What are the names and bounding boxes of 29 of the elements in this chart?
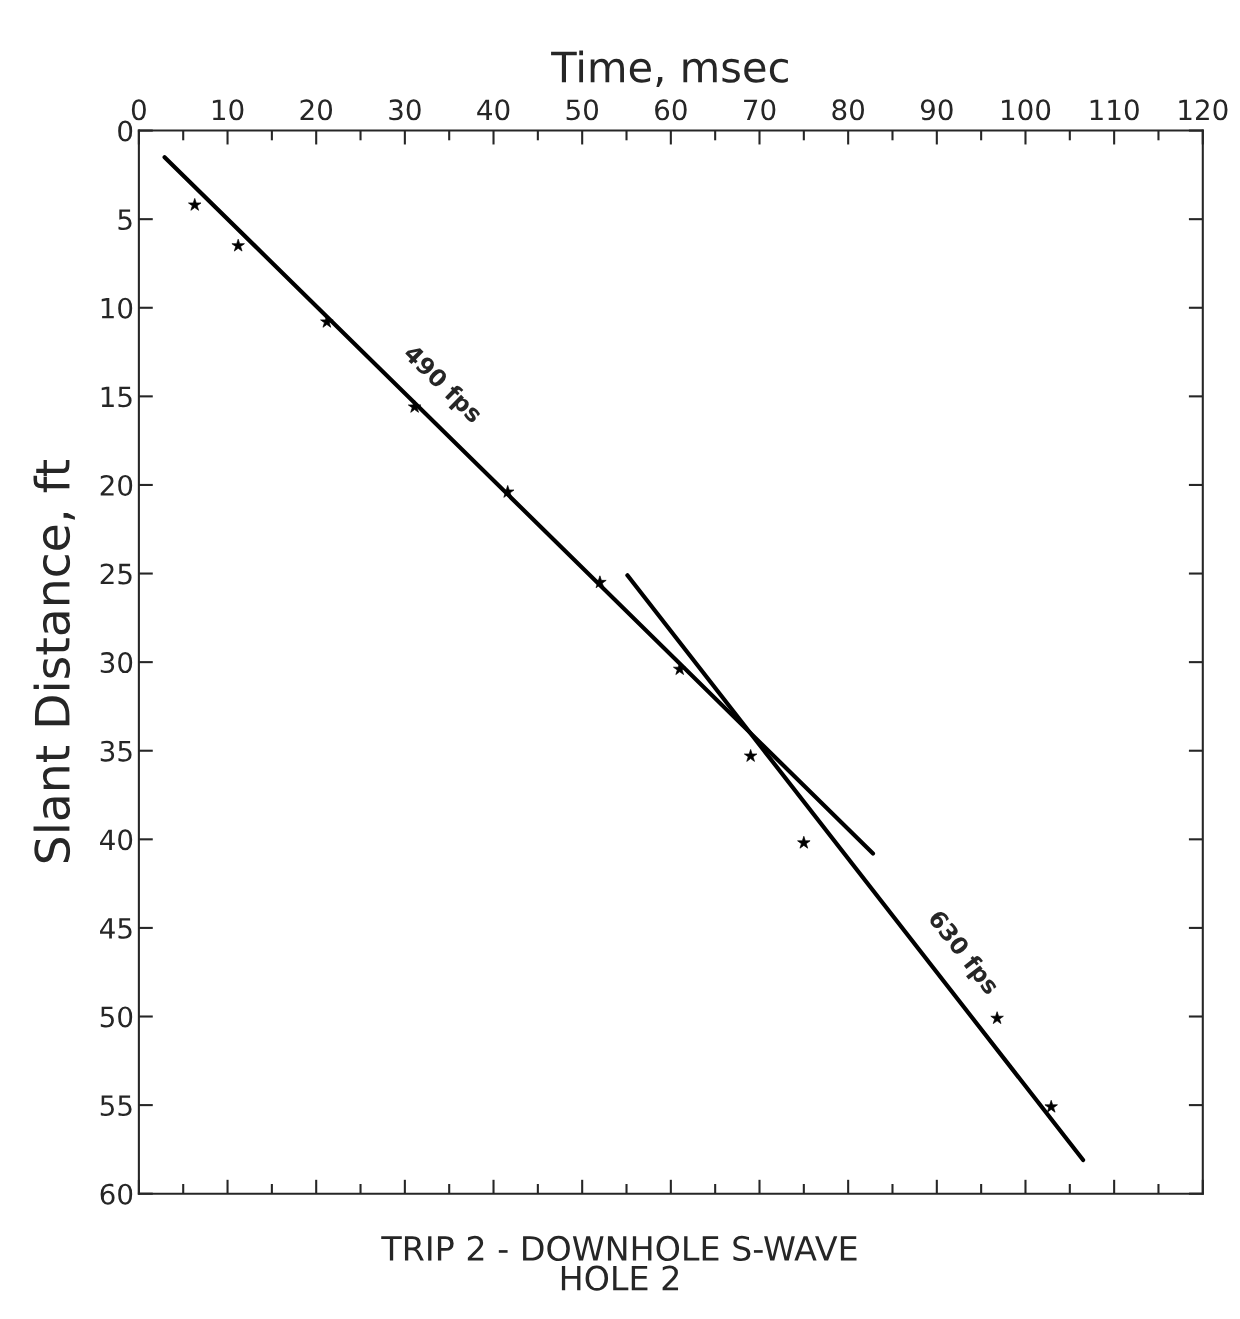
y-tick-label: 60 [100, 1183, 133, 1205]
x-tick-label: 40 [477, 99, 510, 121]
x-tick-label: 10 [212, 99, 244, 121]
y-tick-label: 5 [118, 209, 132, 231]
text: TRIP 2 - DOWNHOLE S-WAVE HOLE 2 [381, 1235, 857, 1291]
y-tick-label: 15 [101, 386, 132, 408]
y-tick-label: 30 [100, 652, 133, 674]
y-tick-label: 10 [101, 297, 133, 319]
y-axis-title: Slant Distance, ft [33, 460, 75, 863]
y-tick-label: 0 [118, 120, 133, 142]
x-tick-label: 50 [566, 99, 599, 121]
annotation: 490 fps [399, 343, 485, 427]
y-tick-label: 55 [100, 1095, 132, 1117]
x-tick-label: 120 [1179, 99, 1228, 121]
x-tick-label: 30 [389, 99, 421, 121]
x-tick-label: 100 [1002, 99, 1051, 121]
y-tick-label: 35 [100, 740, 132, 762]
x-tick-label: 80 [832, 99, 864, 121]
x-tick-label: 20 [300, 99, 333, 121]
x-axis-title: Time, msec [551, 50, 788, 88]
y-tick-label: 20 [100, 474, 133, 496]
x-tick-label: 70 [744, 99, 776, 121]
x-tick-label: 110 [1090, 99, 1139, 121]
x-tick-label: 60 [655, 99, 687, 121]
y-tick-label: 50 [100, 1006, 133, 1028]
x-tick-label: 90 [920, 99, 953, 121]
y-tick-label: 45 [100, 918, 132, 939]
y-tick-label: 25 [100, 563, 132, 585]
y-tick-label: 40 [100, 829, 133, 851]
